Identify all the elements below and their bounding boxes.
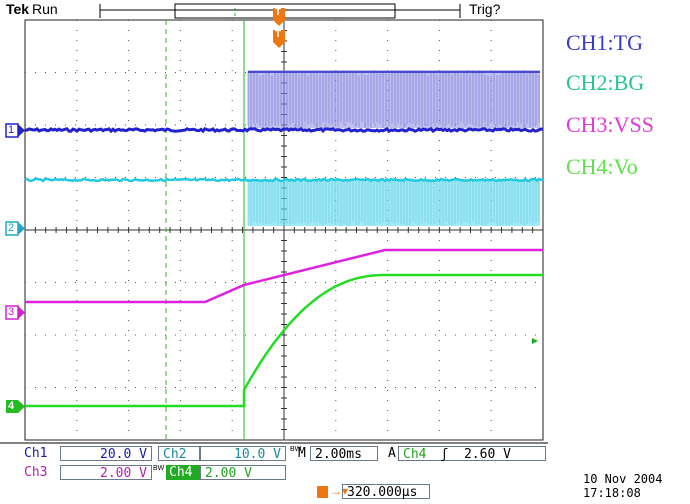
ch2-ground-marker[interactable]: [5, 221, 25, 236]
ch1-readout-label: Ch1: [24, 446, 48, 461]
trigger-position-value[interactable]: 320.000µs: [342, 484, 430, 500]
ch1-scale[interactable]: 20.0 V: [60, 446, 152, 462]
trigger-level: 2.60 V: [463, 447, 511, 462]
trigger-settings-box[interactable]: Ch4 ʃ 2.60 V: [398, 446, 546, 462]
trigger-source: Ch4: [403, 447, 427, 462]
ch3-ground-marker[interactable]: [5, 305, 25, 320]
ch1-ground-marker[interactable]: [5, 123, 25, 138]
ch2-readout-label: Ch2: [158, 446, 200, 462]
trigger-position-marker-top[interactable]: [273, 8, 285, 26]
ch4-readout-label: Ch4: [166, 465, 200, 480]
legend-ch2: CH2:BG: [566, 70, 645, 95]
trigger-position-icon: [317, 486, 328, 498]
trigger-slope-icon: ʃ: [440, 447, 449, 462]
ch4-ground-marker[interactable]: [6, 400, 25, 413]
ch4-scale[interactable]: 2.00 V: [200, 465, 286, 481]
ch2-switching-band: [248, 180, 540, 226]
ch1-marker-label: 1: [8, 124, 15, 136]
capture-time: 17:18:08: [583, 486, 641, 500]
trigger-level-arrow[interactable]: [532, 338, 538, 344]
trigger-marker-label: T: [275, 29, 282, 40]
trigger-status: Trig?: [469, 1, 501, 17]
ch3-scale[interactable]: 2.00 V: [60, 465, 152, 481]
timebase-value[interactable]: 2.00ms: [310, 446, 378, 462]
ch1-switching-band: [248, 70, 540, 128]
capture-date: 10 Nov 2004: [583, 472, 663, 486]
trigger-marker-top-label: T: [275, 7, 282, 18]
trigger-mode: A: [388, 446, 396, 461]
ch4-trace: [25, 273, 543, 408]
trigger-position-arrow-icon: →▾: [330, 484, 349, 498]
brand-logo: Tek: [6, 1, 30, 17]
ch2-trace: [24, 177, 544, 183]
legend-ch4: CH4:Vo: [566, 154, 638, 179]
acquisition-status: Run: [32, 1, 58, 17]
ch2-band-texture: [247, 181, 540, 226]
ch1-band-texture: [247, 70, 540, 128]
ch4-bandwidth-mark: BW: [153, 465, 165, 472]
trigger-position-marker[interactable]: [273, 30, 285, 48]
ch4-marker-label: 4: [8, 400, 15, 412]
ch2-scale[interactable]: 10.0 V: [200, 446, 286, 462]
legend-ch1: CH1:TG: [566, 30, 643, 55]
ch3-trace: [25, 248, 543, 304]
ch3-readout-label: Ch3: [24, 465, 48, 480]
bandwidth-limit-mark: BW: [290, 446, 302, 453]
ch2-marker-label: 2: [8, 222, 15, 234]
timebase-label: M: [298, 446, 306, 461]
legend-ch3: CH3:VSS: [566, 112, 655, 137]
ch3-marker-label: 3: [8, 306, 15, 318]
ch1-trace: [24, 126, 544, 134]
